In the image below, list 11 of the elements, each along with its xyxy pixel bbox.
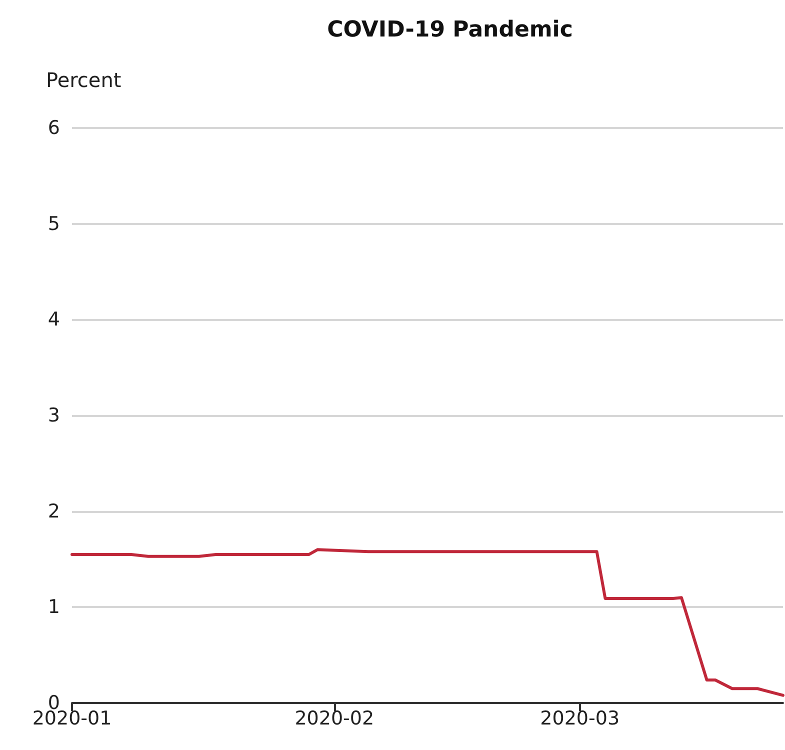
y-tick-label: 1 bbox=[48, 596, 60, 618]
y-tick-label: 5 bbox=[48, 212, 60, 235]
y-tick-label: 4 bbox=[48, 308, 60, 331]
x-tick-label: 2020-03 bbox=[540, 708, 620, 730]
y-tick-label: 2 bbox=[48, 500, 60, 522]
y-axis-title: Percent bbox=[46, 68, 122, 92]
y-tick-label: 3 bbox=[48, 404, 60, 426]
chart-title: COVID-19 Pandemic bbox=[327, 18, 573, 42]
x-tick-label: 2020-02 bbox=[294, 708, 374, 730]
line-series bbox=[70, 548, 784, 697]
y-tick-label: 6 bbox=[48, 117, 60, 139]
